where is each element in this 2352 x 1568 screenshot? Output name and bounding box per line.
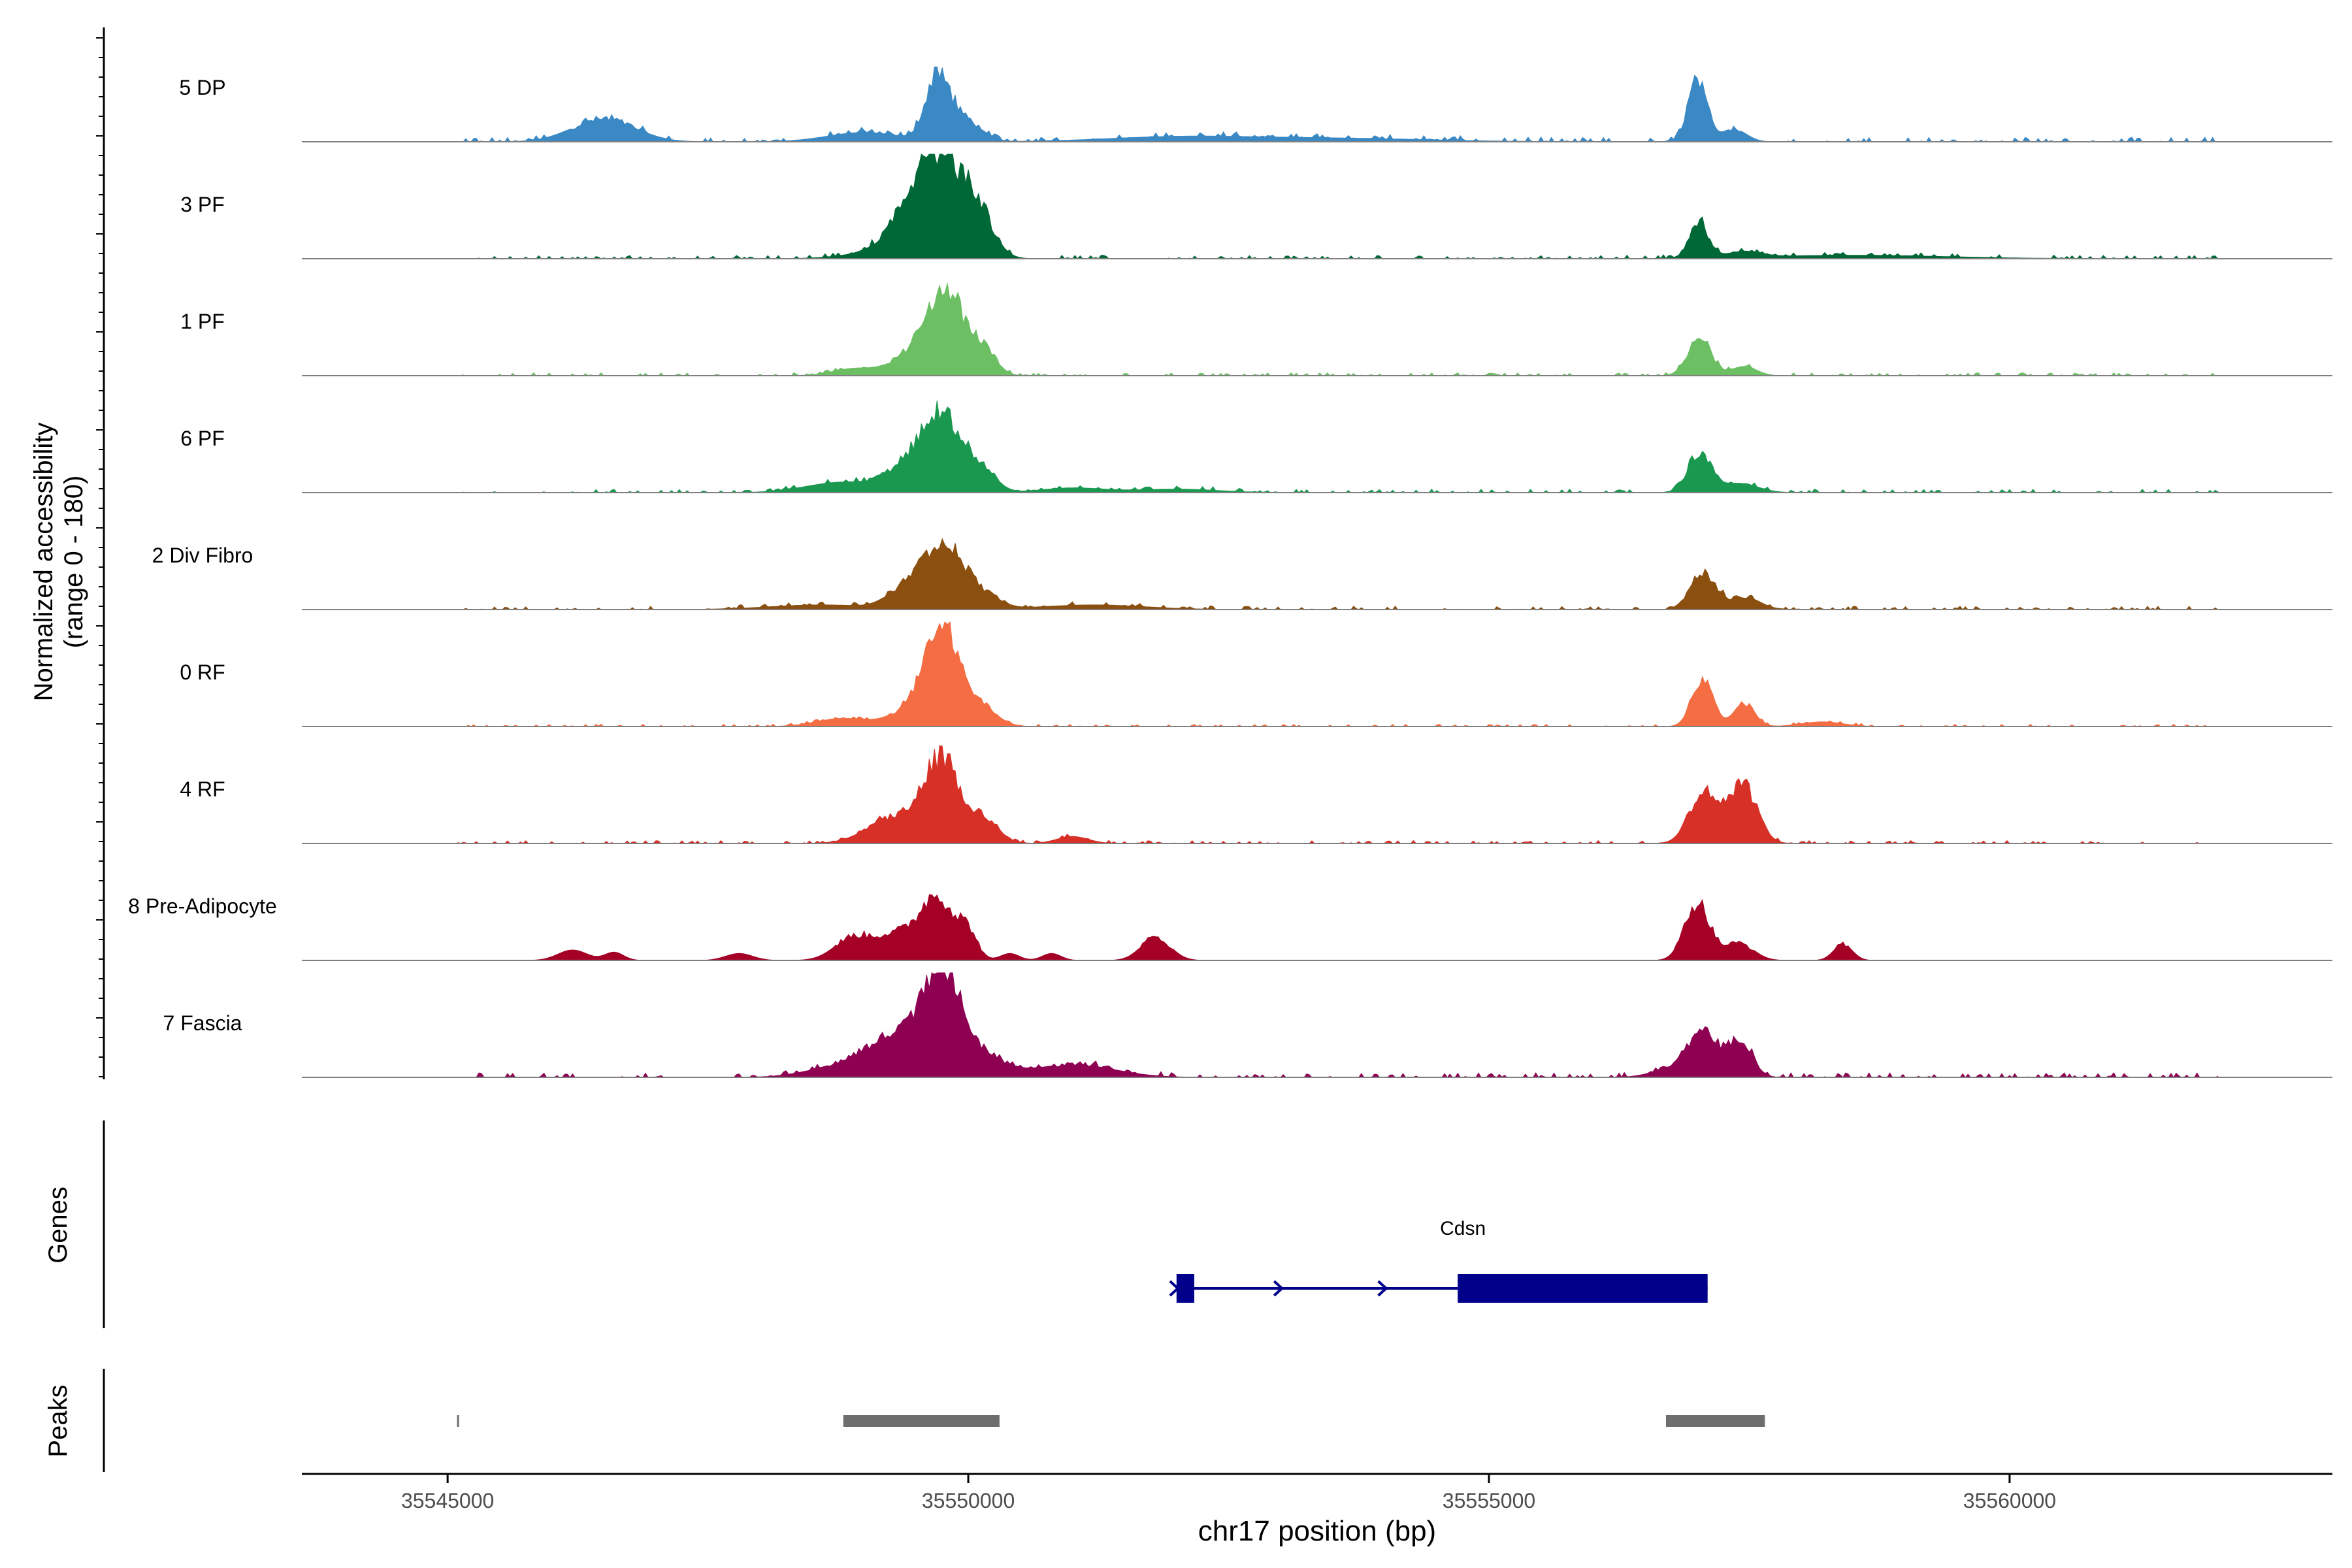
gene-model-cdsn xyxy=(1169,1274,1708,1303)
track-0-rf: 0 RF xyxy=(180,621,2332,727)
track-label: 3 PF xyxy=(180,193,225,216)
gene-name-label: Cdsn xyxy=(1440,1218,1486,1239)
x-axis-ticks: 35545000 35550000 35555000 35560000 xyxy=(401,1474,2056,1512)
track-label: 4 RF xyxy=(180,777,225,801)
track-label: 6 PF xyxy=(180,427,225,450)
coverage-area xyxy=(458,283,2218,376)
coverage-area xyxy=(458,538,2219,610)
track-8-pre-adipocyte: 8 Pre-Adipocyte xyxy=(128,894,2332,961)
genes-panel-label: Genes xyxy=(44,1186,73,1264)
track-4-rf: 4 RF xyxy=(180,745,2332,844)
peak-region xyxy=(843,1415,1000,1427)
coverage-area xyxy=(458,154,2219,259)
coverage-area xyxy=(458,621,2218,727)
y-axis-label-line2: (range 0 - 180) xyxy=(59,476,88,649)
coverage-y-ticks xyxy=(96,37,104,1077)
track-label: 8 Pre-Adipocyte xyxy=(128,894,277,918)
coverage-area xyxy=(457,745,2218,844)
x-tick-label: 35560000 xyxy=(1963,1489,2056,1512)
coverage-area xyxy=(458,894,2218,961)
track-5-dp: 5 DP xyxy=(179,66,2332,142)
coverage-tracks: 5 DP 3 PF 1 PF 6 PF 2 Div Fibro 0 RF 4 RF 8 Pre… xyxy=(128,66,2332,1078)
track-label: 2 Div Fibro xyxy=(152,544,253,567)
coverage-area xyxy=(458,972,2219,1078)
coverage-area xyxy=(458,66,2218,142)
x-tick-label: 35550000 xyxy=(922,1489,1015,1512)
x-tick-label: 35555000 xyxy=(1443,1489,1535,1512)
track-3-pf: 3 PF xyxy=(180,154,2332,259)
track-7-fascia: 7 Fascia xyxy=(163,972,2332,1078)
track-2-div-fibro: 2 Div Fibro xyxy=(152,538,2332,610)
coverage-area xyxy=(458,400,2219,493)
track-label: 7 Fascia xyxy=(163,1011,242,1035)
track-label: 0 RF xyxy=(180,661,225,684)
track-6-pf: 6 PF xyxy=(180,400,2332,493)
x-tick-label: 35545000 xyxy=(401,1489,494,1512)
peaks-panel-label: Peaks xyxy=(44,1384,73,1457)
track-label: 5 DP xyxy=(179,76,225,99)
track-label: 1 PF xyxy=(180,310,225,333)
y-axis-label-line1: Normalized accessibility xyxy=(29,423,58,702)
peak-region xyxy=(1665,1415,1765,1427)
gene-exon xyxy=(1458,1274,1708,1303)
track-1-pf: 1 PF xyxy=(180,283,2332,376)
strand-arrow-icon xyxy=(1273,1280,1284,1297)
peak-regions xyxy=(457,1415,1765,1427)
strand-arrow-icon xyxy=(1377,1280,1388,1297)
strand-arrow-icon xyxy=(1169,1280,1180,1297)
x-axis-label: chr17 position (bp) xyxy=(1198,1515,1436,1547)
